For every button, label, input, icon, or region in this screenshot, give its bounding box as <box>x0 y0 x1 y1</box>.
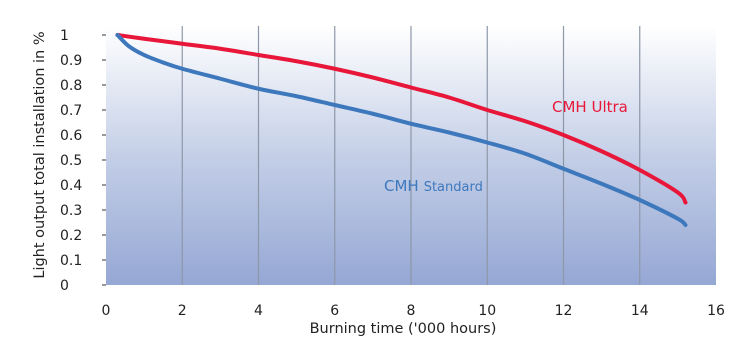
y-axis-ticks: 0 0.1 0.2 0.3 0.4 0.5 0.6 0.7 0.8 0.9 1 <box>60 28 106 294</box>
y-tick-label: 0.7 <box>60 103 82 119</box>
x-tick-label: 8 <box>407 303 416 319</box>
y-tick-label: 0.4 <box>60 178 82 194</box>
x-tick-label: 12 <box>555 303 573 319</box>
series-label-suffix: Standard <box>424 180 483 195</box>
x-axis-title: Burning time ('000 hours) <box>310 321 497 337</box>
series-label-cmh-ultra: CMH Ultra <box>552 98 628 116</box>
y-tick-label: 0.6 <box>60 128 82 144</box>
series-label-cmh-standard: CMH Standard <box>384 177 483 195</box>
x-tick-label: 10 <box>478 303 496 319</box>
x-tick-label: 14 <box>631 303 649 319</box>
y-tick-label: 0 <box>60 278 69 294</box>
y-tick-label: 0.9 <box>60 53 82 69</box>
y-axis-title: Light output total installation in % <box>32 31 48 278</box>
series-lines <box>115 33 688 227</box>
y-tick-label: 0.5 <box>60 153 82 169</box>
x-tick-label: 16 <box>707 303 725 319</box>
x-tick-label: 4 <box>254 303 263 319</box>
y-tick-label: 0.2 <box>60 228 82 244</box>
series-label-main: CMH <box>384 177 419 195</box>
y-tick-label: 1 <box>60 28 69 44</box>
y-tick-label: 0.3 <box>60 203 82 219</box>
x-tick-label: 6 <box>330 303 339 319</box>
series-line-cmh-ultra <box>115 33 688 205</box>
x-tick-label: 2 <box>178 303 187 319</box>
x-axis-ticks: 0 2 4 6 8 10 12 14 16 <box>102 303 725 319</box>
y-tick-label: 0.8 <box>60 78 82 94</box>
y-tick-label: 0.1 <box>60 253 82 269</box>
series-line-cmh-standard <box>115 33 688 227</box>
x-tick-label: 0 <box>102 303 111 319</box>
